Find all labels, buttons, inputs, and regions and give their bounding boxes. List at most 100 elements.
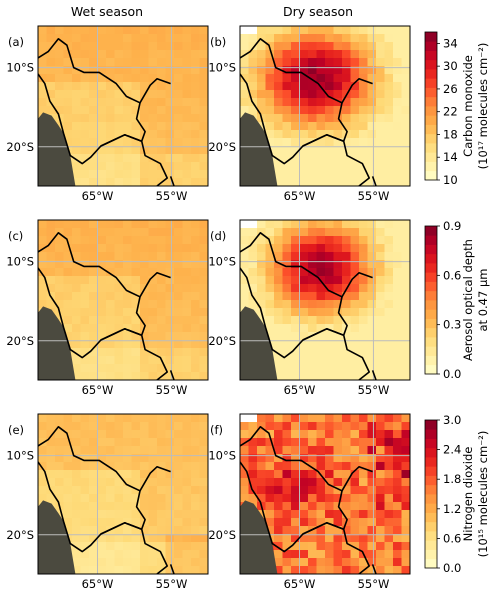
heatmap-cell [72,74,81,83]
heatmap-cell [393,252,402,261]
heatmap-cell [89,558,98,567]
heatmap-cell [401,542,410,551]
heatmap-cell [316,154,326,163]
heatmap-cell [367,308,377,317]
heatmap-cell [89,82,98,91]
heatmap-cell [325,236,334,245]
heatmap-cell [165,138,175,147]
heatmap-cell [89,220,98,229]
heatmap-cell [308,510,317,519]
heatmap-cell [140,364,149,373]
heatmap-cell [199,558,208,567]
heatmap-cell [291,82,300,91]
heatmap-cell [342,236,351,245]
heatmap-cell [131,340,141,349]
heatmap-cell [333,122,343,131]
heatmap-cell [106,178,115,186]
heatmap-cell [123,438,132,447]
heatmap-cell [325,114,334,123]
heatmap-cell [165,462,175,471]
heatmap-cell [72,422,81,431]
heatmap-cell [393,526,402,535]
heatmap-cell [342,268,351,277]
heatmap-cell [157,98,166,107]
heatmap-cell [282,470,292,479]
heatmap-cell [274,66,283,75]
heatmap-cell [401,276,410,285]
heatmap-cell [367,114,377,123]
heatmap-cell [299,284,309,293]
heatmap-cell [89,90,98,99]
heatmap-cell [165,66,175,75]
heatmap-cell [308,122,317,131]
heatmap-cell [333,356,343,365]
heatmap-cell [123,308,132,317]
panel-letter: (c) [8,229,23,243]
heatmap-cell [333,462,343,471]
heatmap-cell [131,236,141,245]
heatmap-cell [350,558,360,567]
heatmap-cell [46,106,56,115]
heatmap-cell [140,414,149,423]
heatmap-cell [63,422,73,431]
heatmap-cell [140,252,149,261]
heatmap-cell [299,162,309,171]
heatmap-cell [140,236,149,245]
heatmap-cell [367,340,377,349]
heatmap-cell [80,138,90,147]
heatmap-cell [199,542,208,551]
country-border [139,78,171,104]
heatmap-cell [291,154,300,163]
heatmap-cell [316,454,326,463]
heatmap-cell [376,534,385,543]
heatmap-cell [148,550,158,559]
heatmap-cell [123,260,132,269]
heatmap-cell [157,276,166,285]
heatmap-cell [333,558,343,567]
heatmap-cell [265,292,275,301]
heatmap-cell [282,146,292,155]
heatmap-cell [376,348,385,357]
lat-tick-label: 20°S [6,140,34,154]
heatmap-cell [148,534,158,543]
heatmap-cell [308,356,317,365]
heatmap-cell [97,430,107,439]
heatmap-cell [123,462,132,471]
heatmap-cell [393,332,402,341]
lat-tick-label: 10°S [6,61,34,75]
heatmap-cell [342,300,351,309]
heatmap-cell [350,566,360,574]
heatmap-cell [291,502,300,511]
heatmap-cell [72,502,81,511]
heatmap-cell [367,284,377,293]
heatmap-cell [401,308,410,317]
heatmap-cell [291,478,300,487]
heatmap-cell [123,252,132,261]
heatmap-cell [359,66,368,75]
heatmap-cell [80,510,90,519]
heatmap-cell [291,534,300,543]
heatmap-cell [299,268,309,277]
heatmap-cell [316,74,326,83]
heatmap-cell [114,154,124,163]
heatmap-cell [367,478,377,487]
heatmap-cell [325,510,334,519]
heatmap-cell [157,502,166,511]
heatmap-cell [63,324,73,333]
heatmap-cell [46,82,56,91]
heatmap-cell [106,372,115,380]
heatmap-cell [131,58,141,67]
heatmap-cell [182,414,192,423]
heatmap-cell [89,292,98,301]
heatmap-cell [106,502,115,511]
heatmap-cell [257,284,266,293]
heatmap-cell [401,74,410,83]
heatmap-cell [274,178,283,186]
heatmap-cell [291,114,300,123]
heatmap-cell [299,324,309,333]
heatmap-cell [148,74,158,83]
heatmap-cell [46,90,56,99]
heatmap-cell [325,154,334,163]
heatmap-cell [393,430,402,439]
heatmap-cell [384,114,394,123]
